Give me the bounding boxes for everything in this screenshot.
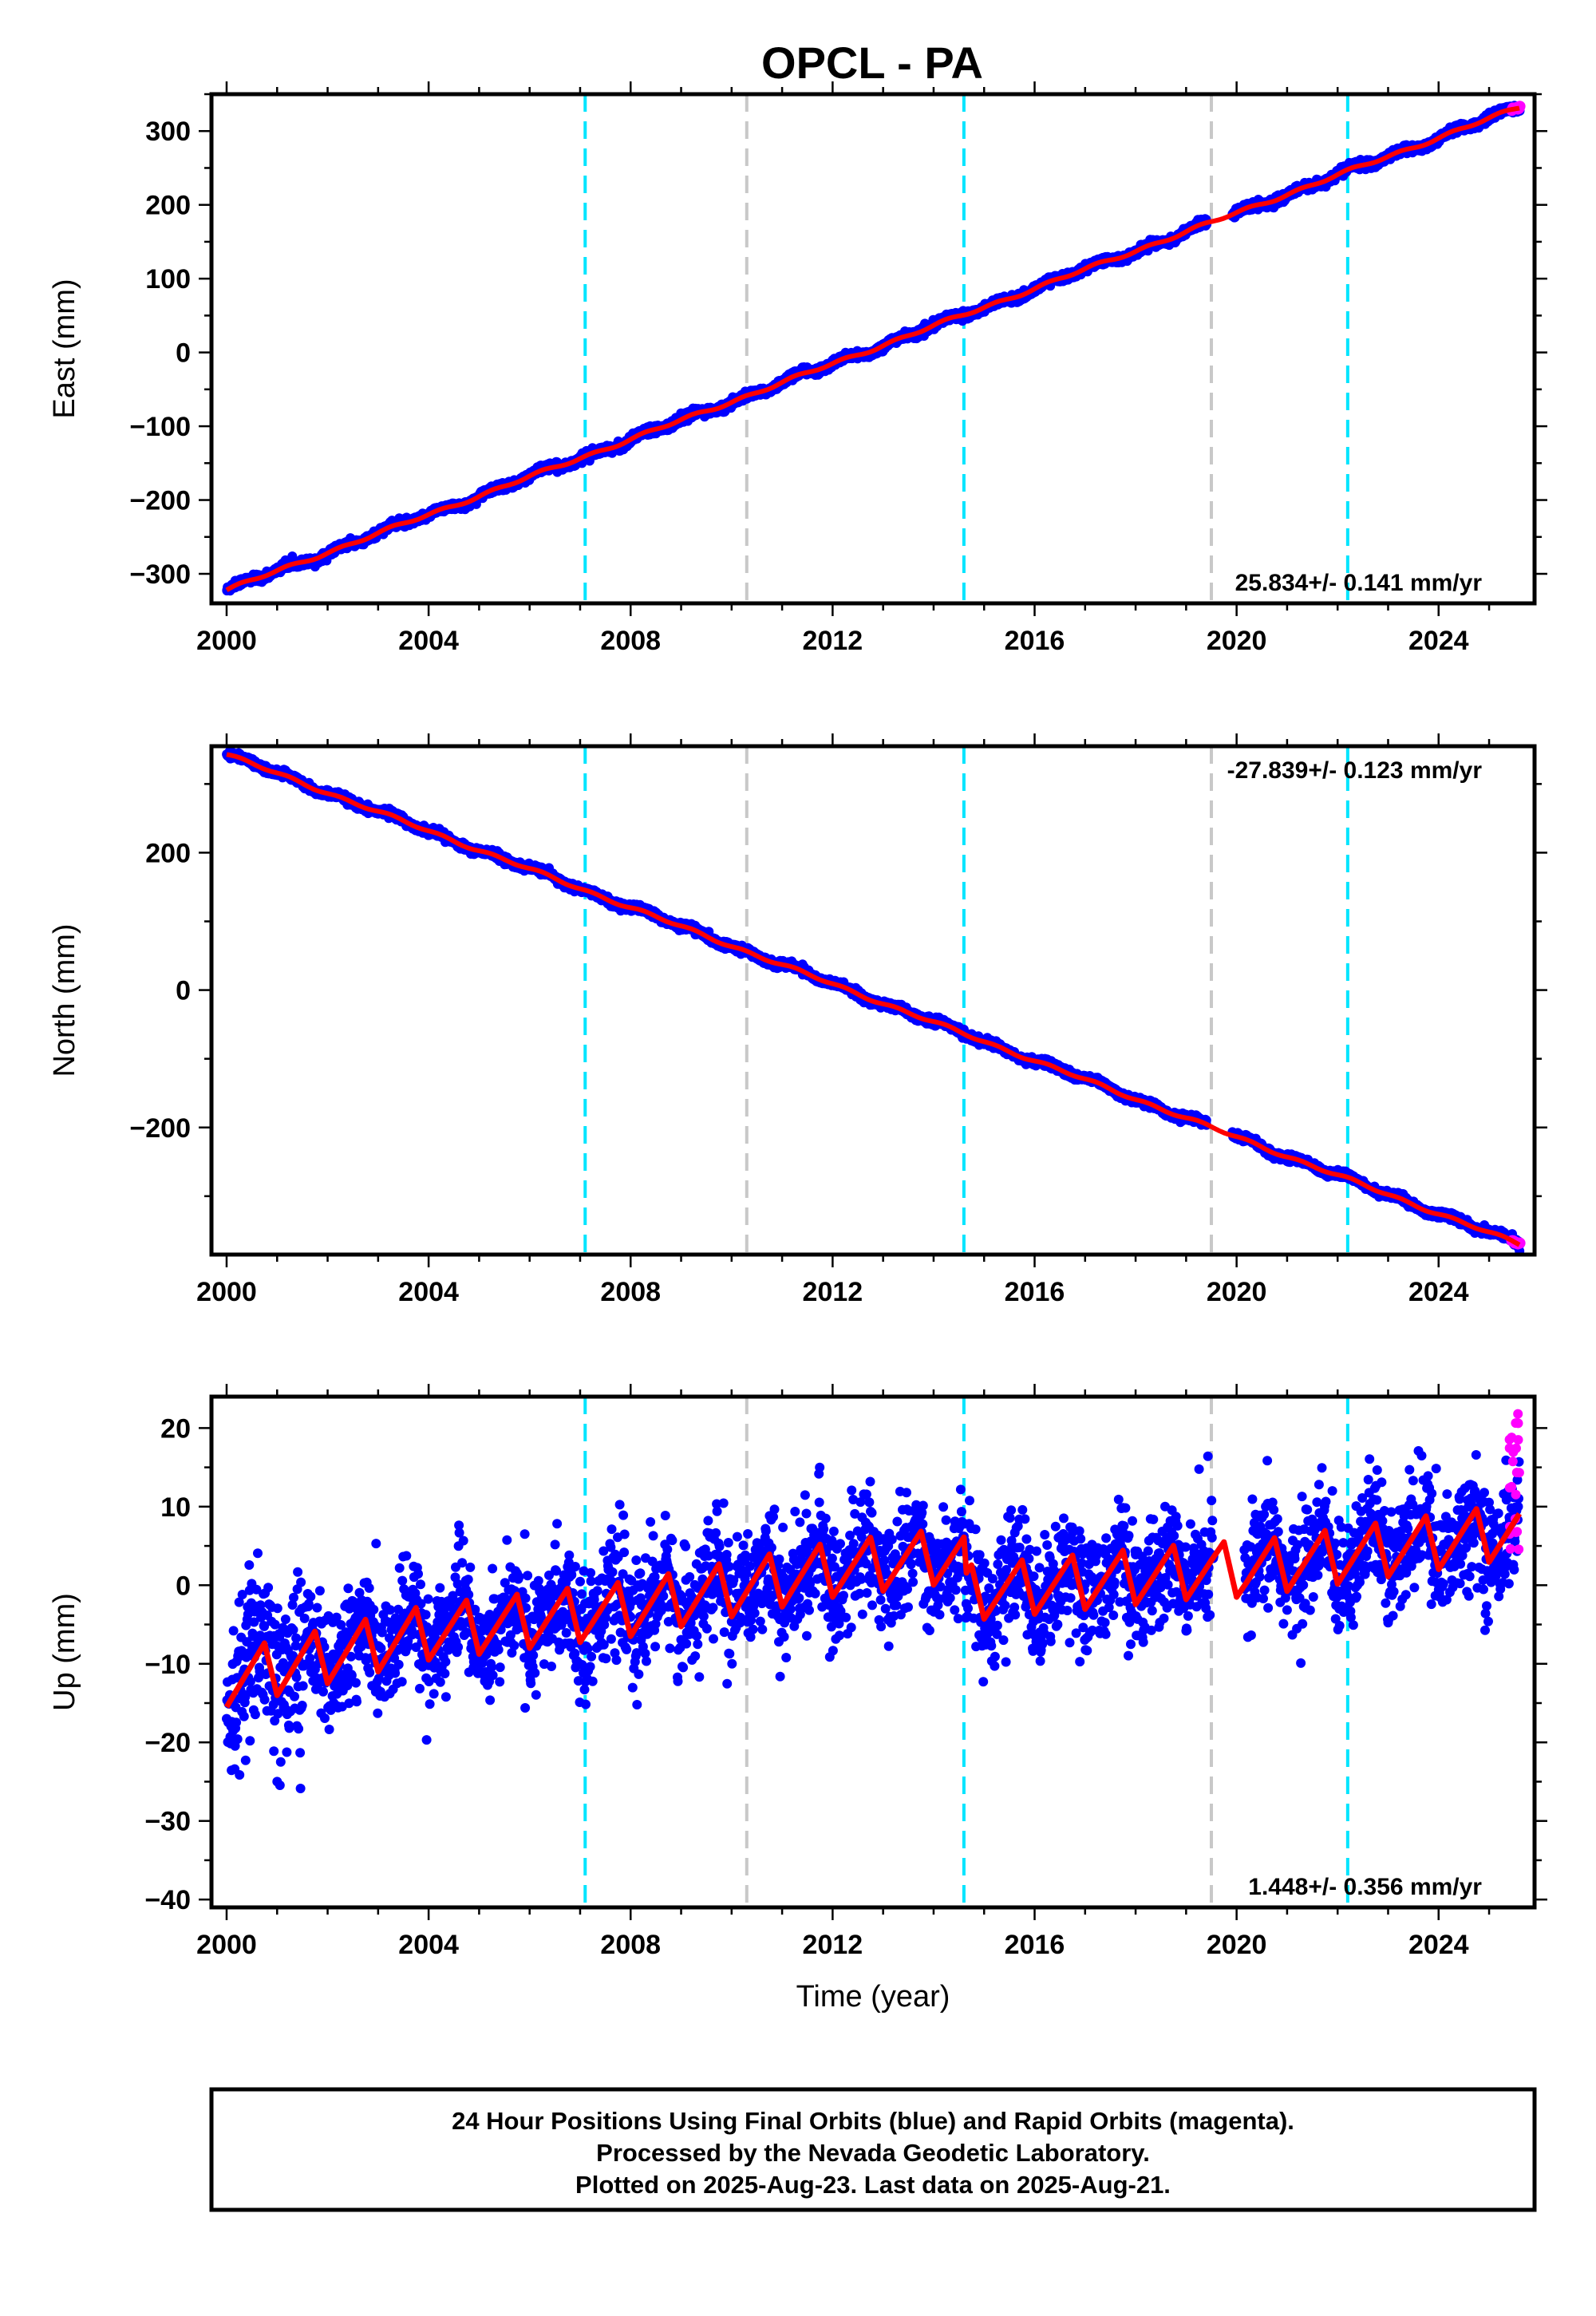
east-plot-area [222, 94, 1526, 603]
east-panel: 2000 2004 2008 2012 2016 2020 20243002001000−1… [48, 81, 1547, 656]
chart-title: OPCL - PA [761, 38, 983, 88]
